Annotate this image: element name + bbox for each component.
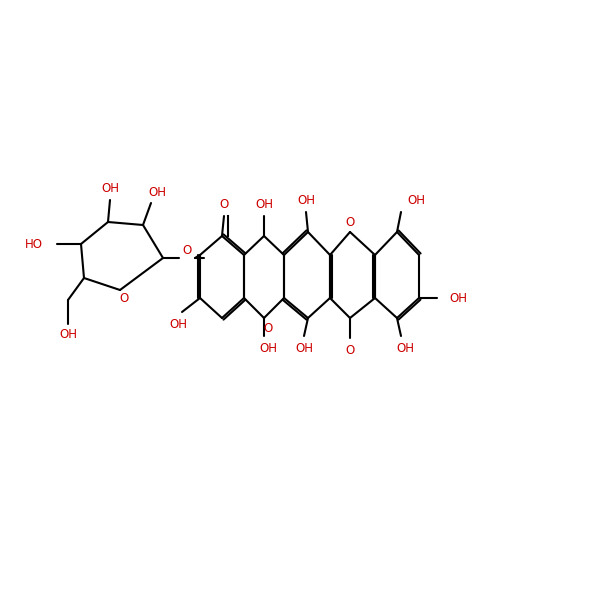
Text: O: O [346,215,355,229]
Text: OH: OH [255,197,273,211]
Text: OH: OH [407,193,425,206]
Text: O: O [263,322,272,335]
Text: OH: OH [449,292,467,304]
Text: OH: OH [297,193,315,206]
Text: O: O [119,292,128,304]
Text: O: O [220,197,229,211]
Text: OH: OH [259,341,277,355]
Text: O: O [182,244,191,257]
Text: HO: HO [25,238,43,251]
Text: O: O [346,343,355,356]
Text: OH: OH [148,185,166,199]
Text: OH: OH [295,341,313,355]
Text: OH: OH [169,317,187,331]
Text: OH: OH [101,182,119,196]
Text: OH: OH [59,329,77,341]
Text: OH: OH [396,341,414,355]
